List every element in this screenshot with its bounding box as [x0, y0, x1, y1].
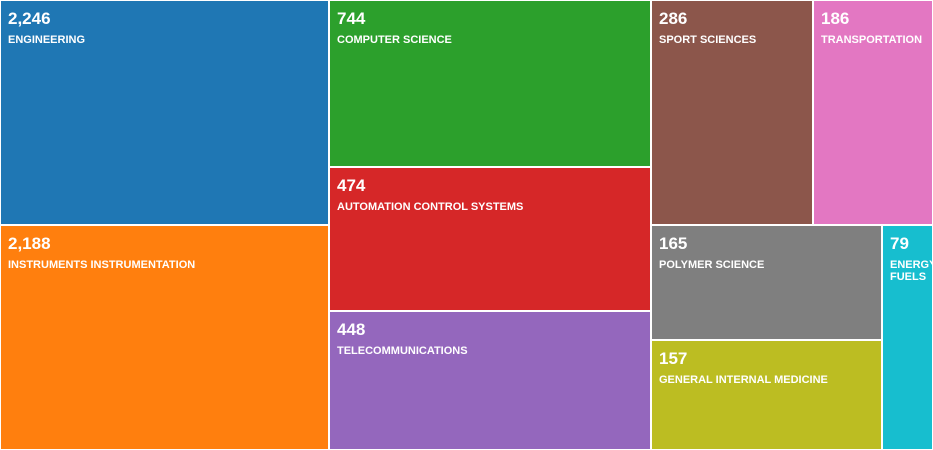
treemap-cell-computer-science[interactable]: 744 COMPUTER SCIENCE: [330, 1, 650, 166]
treemap-cell-instruments-instrumentation[interactable]: 2,188 INSTRUMENTS INSTRUMENTATION: [1, 226, 328, 449]
treemap-category-label: INSTRUMENTS INSTRUMENTATION: [8, 259, 196, 271]
treemap-category-label: POLYMER SCIENCE: [659, 259, 765, 271]
treemap-cell-engineering[interactable]: 2,246 ENGINEERING: [1, 1, 328, 224]
treemap-category-label: AUTOMATION CONTROL SYSTEMS: [337, 201, 524, 213]
treemap-cell-transportation[interactable]: 186 TRANSPORTATION: [814, 1, 932, 224]
treemap-category-label: GENERAL INTERNAL MEDICINE: [659, 374, 828, 386]
treemap-value-label: 744: [337, 9, 366, 28]
treemap-category-label: ENERGY FUELS: [890, 259, 932, 283]
treemap-cell-automation-control-systems[interactable]: 474 AUTOMATION CONTROL SYSTEMS: [330, 168, 650, 310]
treemap-value-label: 2,246: [8, 9, 51, 28]
treemap-value-label: 186: [821, 9, 850, 28]
treemap-cell-energy-fuels[interactable]: 79 ENERGY FUELS: [883, 226, 932, 449]
treemap-cell-telecommunications[interactable]: 448 TELECOMMUNICATIONS: [330, 312, 650, 449]
treemap-cell-polymer-science[interactable]: 165 POLYMER SCIENCE: [652, 226, 881, 339]
treemap-value-label: 165: [659, 234, 688, 253]
treemap-cell-general-internal-medicine[interactable]: 157 GENERAL INTERNAL MEDICINE: [652, 341, 881, 449]
treemap-value-label: 157: [659, 349, 688, 368]
treemap-cell-sport-sciences[interactable]: 286 SPORT SCIENCES: [652, 1, 812, 224]
treemap-category-label: ENGINEERING: [8, 34, 86, 46]
treemap-value-label: 79: [890, 234, 909, 253]
treemap-category-label: COMPUTER SCIENCE: [337, 34, 452, 46]
treemap-value-label: 286: [659, 9, 688, 28]
treemap-category-label: TRANSPORTATION: [821, 34, 923, 46]
treemap-category-label: TELECOMMUNICATIONS: [337, 345, 468, 357]
treemap-category-label: SPORT SCIENCES: [659, 34, 757, 46]
treemap-value-label: 2,188: [8, 234, 51, 253]
treemap-value-label: 474: [337, 176, 366, 195]
treemap-value-label: 448: [337, 320, 366, 339]
